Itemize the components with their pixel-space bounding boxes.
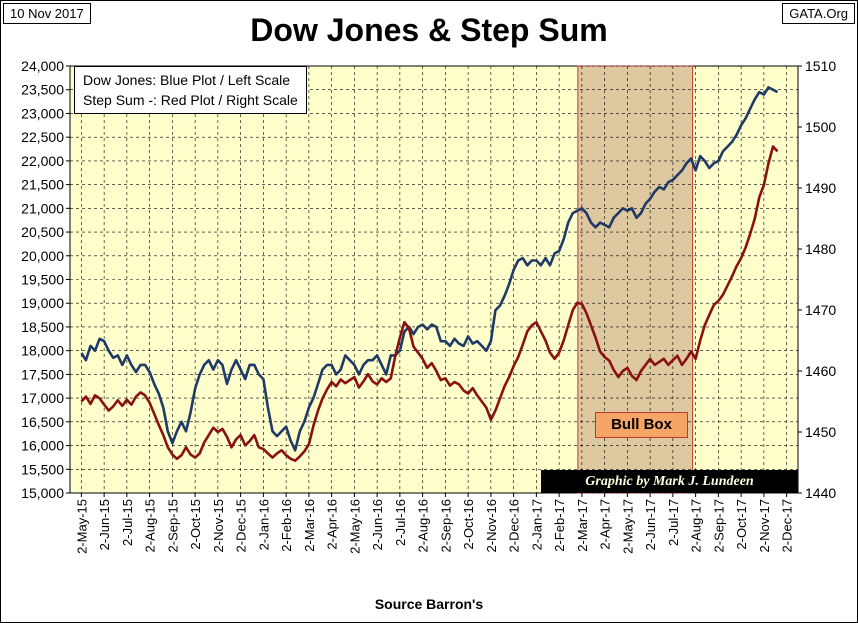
x-tick-label: 2-Feb-16 [279,499,294,552]
legend: Dow Jones: Blue Plot / Left Scale Step S… [74,66,307,114]
legend-dow-entry: Dow Jones: Blue Plot / Left Scale [83,72,290,88]
left-tick-label: 17,000 [21,390,64,406]
left-tick-label: 21,500 [21,177,64,193]
left-tick-label: 15,500 [21,461,64,477]
x-tick-label: 2-Apr-16 [325,499,340,550]
x-tick-label: 2-Dec-17 [780,499,795,552]
x-tick-label: 2-Mar-16 [302,499,317,552]
x-tick-label: 2-Jul-17 [666,499,681,546]
x-tick-label: 2-Nov-17 [757,499,772,552]
right-tick-label: 1480 [805,241,836,257]
x-axis-title: Source Barron's [374,596,484,612]
chart-title: Dow Jones & Step Sum [250,12,608,48]
left-tick-label: 18,000 [21,343,64,359]
right-tick-label: 1470 [805,302,836,318]
left-tick-label: 19,500 [21,272,64,288]
x-tick-label: 2-Sep-17 [711,499,726,552]
right-tick-label: 1510 [805,58,836,74]
x-tick-label: 2-Oct-16 [461,499,476,550]
left-tick-label: 23,500 [21,82,64,98]
x-tick-label: 2-Jun-17 [643,499,658,550]
x-tick-label: 2-Sep-15 [165,499,180,552]
right-tick-label: 1440 [805,485,836,501]
right-tick-label: 1500 [805,119,836,135]
x-tick-label: 2-Oct-15 [188,499,203,550]
left-tick-label: 16,500 [21,414,64,430]
credit-banner: Graphic by Mark J. Lundeen [541,470,798,493]
left-tick-label: 18,500 [21,319,64,335]
left-tick-label: 19,000 [21,295,64,311]
x-tick-label: 2-Sep-16 [438,499,453,552]
left-tick-label: 21,000 [21,200,64,216]
x-tick-label: 2-Aug-15 [143,499,158,552]
date-label: 10 Nov 2017 [3,3,91,24]
left-tick-label: 16,000 [21,438,64,454]
x-tick-label: 2-Nov-15 [211,499,226,552]
left-tick-label: 20,500 [21,224,64,240]
x-tick-label: 2-Oct-17 [734,499,749,550]
x-tick-label: 2-Dec-15 [234,499,249,552]
x-tick-label: 2-Nov-16 [484,499,499,552]
x-tick-label: 2-Aug-16 [416,499,431,552]
x-tick-label: 2-May-16 [347,499,362,554]
x-tick-label: 2-Apr-17 [598,499,613,550]
x-tick-label: 2-Jul-15 [120,499,135,546]
right-tick-label: 1460 [805,363,836,379]
x-tick-label: 2-May-17 [620,499,635,554]
left-tick-label: 20,000 [21,248,64,264]
x-tick-label: 2-Dec-16 [507,499,522,552]
x-tick-label: 2-Jan-16 [256,499,271,550]
left-tick-label: 15,000 [21,485,64,501]
x-tick-label: 2-Mar-17 [575,499,590,552]
left-tick-label: 24,000 [21,58,64,74]
right-tick-label: 1450 [805,424,836,440]
left-tick-label: 22,500 [21,129,64,145]
x-tick-label: 2-Jul-16 [393,499,408,546]
right-tick-label: 1490 [805,180,836,196]
x-tick-label: 2-Feb-17 [552,499,567,552]
x-tick-label: 2-Jan-17 [529,499,544,550]
left-tick-label: 22,000 [21,153,64,169]
bull-box-label: Bull Box [595,412,688,438]
source-label: GATA.Org [782,3,855,24]
x-tick-label: 2-May-15 [74,499,89,554]
left-tick-label: 17,500 [21,366,64,382]
legend-stepsum-entry: Step Sum -: Red Plot / Right Scale [83,92,298,108]
x-tick-label: 2-Jun-16 [370,499,385,550]
x-tick-label: 2-Jun-15 [97,499,112,550]
series-step-sum [80,145,779,462]
left-tick-label: 23,000 [21,105,64,121]
x-tick-label: 2-Aug-17 [689,499,704,552]
series-dow-jones [80,86,779,452]
